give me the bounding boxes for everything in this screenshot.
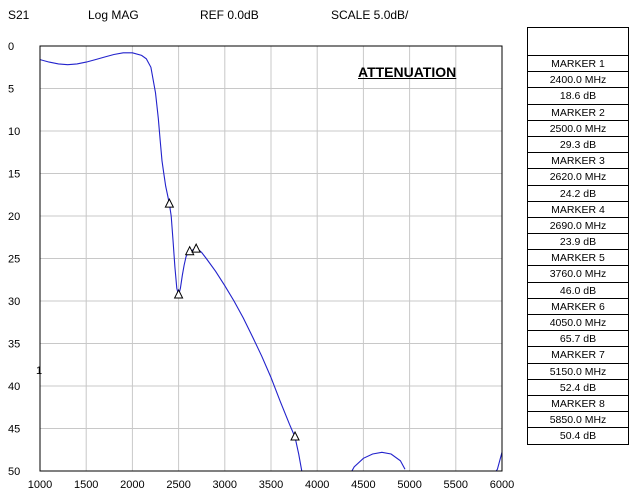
marker-frequency: 3760.0 MHz	[528, 266, 628, 283]
marker-value: 46.0 dB	[528, 283, 628, 299]
y-tick-label: 35	[8, 339, 20, 351]
x-tick-label: 6000	[490, 479, 514, 491]
x-tick-label: 2000	[120, 479, 144, 491]
y-tick-label: 40	[8, 381, 20, 393]
marker-frequency: 4050.0 MHz	[528, 315, 628, 332]
y-tick-label: 5	[8, 84, 14, 96]
marker-name: MARKER 7	[528, 347, 628, 364]
y-tick-label: 25	[8, 254, 20, 266]
marker-name: MARKER 6	[528, 299, 628, 315]
marker-4-triangle	[191, 243, 201, 253]
marker-rows: MARKER 1 2400.0 MHz 18.6 dB MARKER 2 2500.0 …	[528, 56, 628, 445]
trace-lines	[40, 52, 502, 471]
marker-table: MARKER 1 2400.0 MHz 18.6 dB MARKER 2 2500.0 …	[527, 27, 629, 445]
marker-frequency: 2620.0 MHz	[528, 169, 628, 186]
plot-frame	[39, 45, 503, 472]
y-tick-label: 10	[8, 126, 20, 138]
x-tick-label: 3000	[213, 479, 237, 491]
marker-frequency: 2500.0 MHz	[528, 121, 628, 137]
x-tick-label: 4000	[305, 479, 329, 491]
marker-name: MARKER 1	[528, 56, 628, 73]
marker-name: MARKER 3	[528, 153, 628, 170]
marker-frequency: 5850.0 MHz	[528, 412, 628, 429]
marker-value: 65.7 dB	[528, 331, 628, 348]
grid	[39, 45, 503, 472]
marker-frequency: 2400.0 MHz	[528, 72, 628, 89]
format-label: Log MAG	[88, 8, 139, 22]
x-tick-label: 1500	[74, 479, 98, 491]
y-tick-label: 30	[8, 296, 20, 308]
y-axis-ticks: 0 5 10 15 20 25 30 35 40 45 50	[8, 41, 20, 478]
marker-value: 18.6 dB	[528, 88, 628, 105]
reference-label: REF 0.0dB	[200, 8, 259, 22]
stray-label: 1	[36, 365, 43, 377]
scale-label: SCALE 5.0dB/	[331, 8, 409, 22]
x-tick-label: 5000	[397, 479, 421, 491]
y-tick-label: 0	[8, 41, 14, 53]
x-tick-label: 1000	[28, 479, 52, 491]
y-tick-label: 20	[8, 211, 20, 223]
y-tick-label: 45	[8, 424, 20, 436]
marker-table-header	[528, 28, 628, 56]
marker-name: MARKER 8	[528, 396, 628, 413]
marker-triangles	[164, 197, 300, 441]
x-tick-label: 5500	[444, 479, 468, 491]
x-tick-label: 4500	[351, 479, 375, 491]
marker-value: 29.3 dB	[528, 137, 628, 154]
marker-value: 50.4 dB	[528, 428, 628, 445]
attenuation-title: ATTENUATION	[358, 64, 457, 80]
x-tick-label: 3500	[259, 479, 283, 491]
marker-2-triangle	[173, 288, 184, 299]
marker-value: 24.2 dB	[528, 186, 628, 202]
trace-line-2	[351, 451, 406, 471]
marker-value: 52.4 dB	[528, 380, 628, 396]
trace-line-1	[40, 52, 303, 471]
x-axis-ticks: 1000 1500 2000 2500 3000 3500 4000 4500 5000 5500…	[28, 479, 514, 491]
trace-line-3	[495, 452, 502, 471]
marker-name: MARKER 2	[528, 105, 628, 121]
x-tick-label: 2500	[166, 479, 190, 491]
marker-5-triangle	[290, 430, 300, 441]
marker-frequency: 5150.0 MHz	[528, 364, 628, 380]
marker-3-triangle	[184, 245, 195, 256]
y-tick-label: 15	[8, 169, 20, 181]
parameter-label: S21	[8, 8, 30, 22]
marker-name: MARKER 5	[528, 250, 628, 267]
y-tick-label: 50	[8, 466, 20, 478]
marker-value: 23.9 dB	[528, 234, 628, 251]
marker-1-triangle	[164, 197, 175, 208]
marker-frequency: 2690.0 MHz	[528, 218, 628, 235]
marker-name: MARKER 4	[528, 202, 628, 218]
